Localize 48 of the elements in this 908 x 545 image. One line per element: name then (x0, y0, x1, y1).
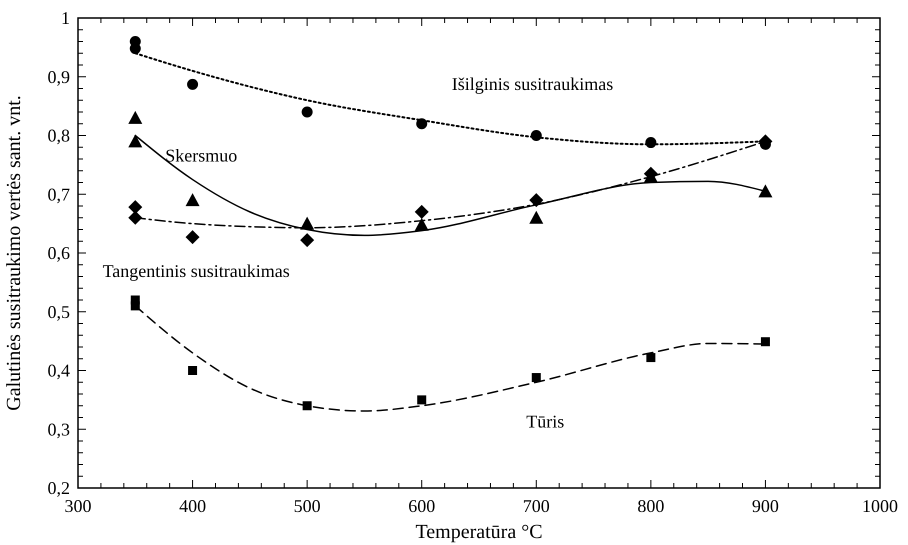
point (529, 193, 544, 208)
x-tick-label: 400 (179, 496, 206, 516)
y-tick-label: 0,2 (48, 478, 70, 498)
y-tick-label: 0,5 (48, 302, 70, 322)
point (646, 353, 656, 362)
y-tick-label: 0,9 (48, 66, 70, 87)
point (187, 78, 198, 90)
y-tick-label: 0,4 (48, 360, 70, 380)
point (645, 137, 656, 148)
x-tick-label: 700 (522, 496, 550, 516)
text: Išilginis susitraukimas (452, 74, 614, 94)
point (529, 210, 544, 224)
series-label: Tūris (526, 412, 564, 432)
point (128, 134, 142, 148)
point (302, 401, 312, 410)
y-tick-label: 0,7 (48, 184, 70, 204)
x-tick-label: 300 (64, 496, 92, 516)
point (414, 204, 429, 219)
point (414, 218, 429, 231)
point (188, 366, 198, 375)
point (186, 230, 200, 244)
x-tick-label: 500 (294, 496, 321, 516)
y-tick-label: 0,6 (48, 243, 70, 263)
point (760, 337, 770, 346)
x-tick-label: 1000 (862, 496, 898, 516)
point (130, 301, 140, 310)
point (300, 216, 314, 230)
point (532, 373, 541, 382)
point (416, 118, 428, 130)
y-tick-label: 0,3 (48, 419, 70, 440)
x-tick-label: 800 (637, 496, 664, 516)
point (186, 193, 200, 206)
series-label: Tangentinis susitraukimas (102, 261, 290, 282)
x-axis-title: Temperatūra °C (415, 521, 543, 543)
y-tick-label: 1 (61, 8, 70, 28)
y-tick-label: 0,8 (48, 126, 70, 146)
point (302, 106, 313, 118)
point (417, 395, 426, 404)
point (530, 130, 542, 141)
point (128, 200, 142, 214)
point (758, 184, 772, 198)
point (128, 110, 142, 124)
y-axis-title: Galutinės susitraukimo vertės sant. vnt. (3, 95, 25, 411)
series-label: Skersmuo (165, 145, 238, 166)
x-tick-label: 600 (408, 496, 436, 516)
x-tick-label: 900 (752, 496, 779, 516)
point (300, 233, 314, 248)
point (128, 210, 142, 225)
